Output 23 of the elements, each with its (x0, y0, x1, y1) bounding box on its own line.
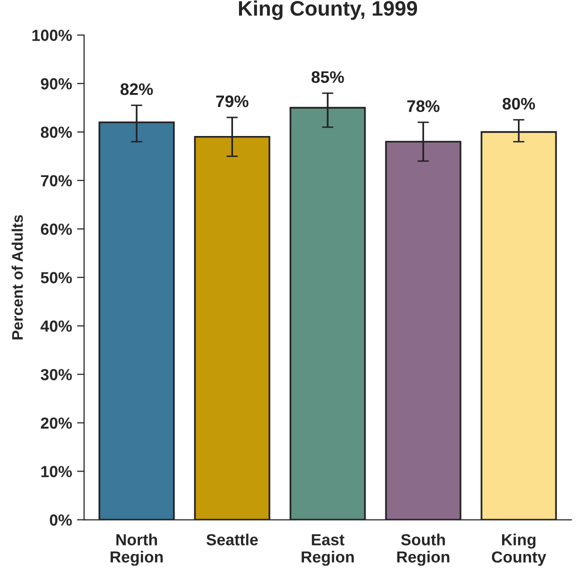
y-tick-label: 0% (50, 514, 72, 526)
x-tick-label: East Region (302, 534, 354, 566)
y-tick-label: 10% (41, 466, 72, 478)
y-tick-label: 30% (40, 368, 72, 380)
data-label: 80% (502, 98, 535, 110)
x-tick-label: South Region (397, 534, 450, 566)
y-axis-title: Percent of Adults (12, 215, 23, 340)
chart-title: King County, 1999 (238, 0, 418, 20)
y-tick-label: 100% (32, 30, 72, 41)
x-tick-label: Seattle (206, 534, 258, 546)
y-tick-label: 90% (40, 78, 72, 90)
x-tick-label: King County (492, 534, 546, 566)
y-tick-label: 40% (40, 320, 72, 332)
y-tick-label: 80% (40, 126, 72, 138)
y-tick-label: 70% (41, 175, 72, 186)
x-tick-label: North Region (110, 534, 163, 566)
y-tick-label: 60% (40, 224, 72, 235)
data-label: 79% (216, 95, 248, 108)
data-label: 85% (312, 71, 344, 83)
data-label: 82% (120, 83, 153, 96)
y-tick-label: 50% (40, 272, 72, 284)
data-label: 78% (407, 100, 440, 112)
y-tick-label: 20% (40, 417, 72, 429)
